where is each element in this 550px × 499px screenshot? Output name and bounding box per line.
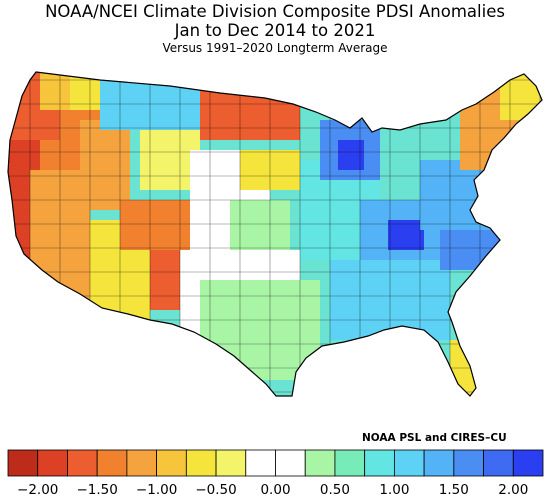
colorbar-swatch: [334, 449, 366, 477]
colorbar-tick-label: 2.00: [498, 482, 529, 498]
colorbar-swatch: [304, 449, 336, 477]
colorbar-swatch: [156, 449, 187, 477]
colorbar-swatch: [393, 449, 425, 477]
colorbar-swatch: [512, 449, 544, 477]
colorbar-swatch: [275, 449, 306, 477]
colorbar-tick-label: −2.00: [17, 482, 59, 498]
colorbar-swatch: [215, 449, 247, 477]
us-climate-division-map: [7, 71, 543, 397]
map-title: NOAA/NCEI Climate Division Composite PDS…: [45, 2, 505, 21]
division-fills: [8, 72, 542, 396]
data-credit: NOAA PSL and CIRES–CU: [362, 432, 507, 444]
colorbar-tick-label: 1.00: [379, 482, 410, 498]
map-subtitle-baseline: Versus 1991–2020 Longterm Average: [162, 41, 388, 55]
colorbar-swatch: [245, 449, 276, 477]
colorbar-swatch: [453, 449, 484, 477]
colorbar-swatch: [126, 449, 158, 477]
colorbar: [7, 449, 544, 477]
colorbar-tick-label: 0.00: [260, 482, 291, 498]
colorbar-swatch: [423, 449, 455, 477]
colorbar-swatch: [67, 449, 98, 477]
colorbar-tick-label: 0.50: [319, 482, 350, 498]
colorbar-swatch: [37, 449, 68, 477]
colorbar-tick-label: 1.50: [438, 482, 469, 498]
us-outline: [7, 71, 543, 397]
map-subtitle-period: Jan to Dec 2014 to 2021: [174, 21, 376, 40]
colorbar-swatch: [185, 449, 217, 477]
colorbar-tick-label: −1.50: [76, 482, 118, 498]
colorbar-swatch: [96, 449, 128, 477]
colorbar-swatch: [483, 449, 514, 477]
colorbar-swatch: [7, 449, 39, 477]
colorbar-swatch: [364, 449, 395, 477]
colorbar-tick-label: −0.50: [195, 482, 237, 498]
colorbar-tick-label: −1.00: [135, 482, 178, 498]
